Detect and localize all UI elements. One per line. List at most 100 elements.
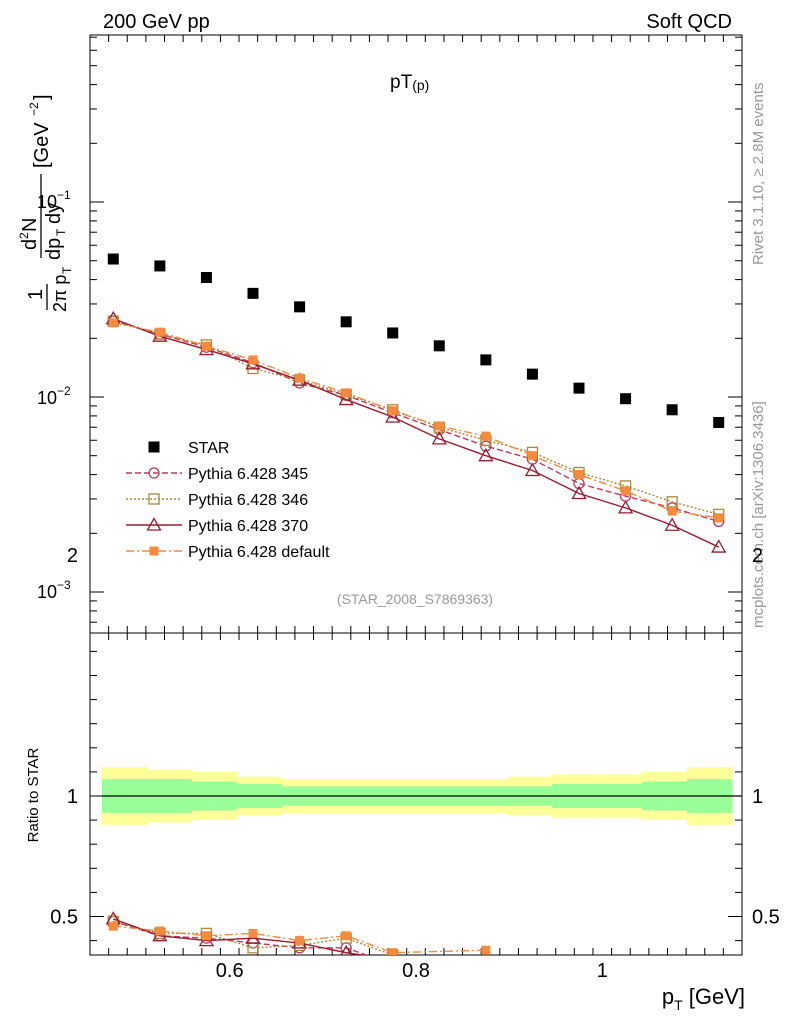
star-point — [620, 393, 632, 405]
ratio-pdef-point — [481, 945, 491, 955]
ratio-pdef-point — [388, 948, 398, 955]
ratio-pdef-point — [295, 936, 305, 946]
ratio-y-tick-label-right: 2 — [752, 545, 763, 567]
star-point — [387, 327, 399, 339]
p346-line — [113, 320, 719, 516]
svg-text:2: 2 — [17, 232, 31, 239]
ratio-p370-point — [479, 958, 492, 970]
ratio-p345-point — [388, 960, 398, 970]
main-series-group — [105, 253, 727, 553]
plot-title: pT(p) — [390, 72, 429, 93]
pdef-point — [155, 327, 165, 337]
energy-label: 200 GeV pp — [103, 11, 210, 33]
star-point — [154, 260, 166, 272]
svg-text:d: d — [19, 239, 41, 250]
analysis-watermark: (STAR_2008_S7869363) — [337, 591, 493, 607]
ratio-p345-point — [481, 960, 491, 970]
pdef-point — [388, 406, 398, 416]
ratio-y-tick-label-right: 1 — [752, 786, 763, 808]
ratio-pdef-line — [113, 925, 486, 954]
legend-label-p345: Pythia 6.428 345 — [188, 466, 308, 483]
p370-point — [711, 539, 727, 553]
svg-text:−2: −2 — [57, 384, 71, 398]
rivet-version-label: Rivet 3.1.10, ≥ 2.8M events — [750, 83, 767, 266]
p370-point — [338, 391, 354, 406]
pdef-point — [574, 470, 584, 480]
pdef-point — [527, 451, 537, 461]
ratio-y-tick-label: 0.5 — [50, 907, 78, 929]
p345-line — [113, 320, 719, 523]
pdef-point — [295, 373, 305, 383]
star-point — [573, 382, 585, 394]
star-point — [666, 404, 678, 416]
ratio-pdef-point — [248, 928, 258, 938]
ratio-y-axis-title: Ratio to STAR — [25, 747, 42, 842]
svg-text:T: T — [54, 228, 68, 236]
ratio-y-tick-label: 2 — [67, 545, 78, 567]
legend-marker-pdef — [149, 546, 159, 556]
pdef-point — [201, 341, 211, 351]
legend-label-p370: Pythia 6.428 370 — [188, 518, 308, 535]
svg-text:1: 1 — [25, 289, 47, 300]
x-tick-label: 0.6 — [216, 960, 244, 982]
p345-point — [480, 440, 492, 452]
x-tick-label: 1 — [597, 960, 608, 982]
ratio-reference-band — [102, 767, 742, 825]
ratio-y-tick-labels-right: 0.5 1 2 — [752, 545, 780, 929]
star-point — [107, 253, 119, 265]
svg-text:]: ] — [31, 94, 53, 100]
svg-text:10: 10 — [37, 388, 57, 408]
legend-marker-p345 — [148, 467, 160, 479]
svg-text:2π p: 2π p — [50, 275, 70, 312]
y-tick-label-1e-2: 10 −2 — [37, 384, 71, 408]
p370-point — [524, 462, 541, 477]
svg-text:T: T — [60, 266, 74, 274]
p370-point — [385, 409, 401, 423]
legend-label-p346: Pythia 6.428 346 — [188, 492, 308, 509]
legend-marker-p370 — [146, 517, 162, 531]
x-axis-title: pT [GeV] — [662, 984, 745, 1013]
star-point — [480, 354, 492, 366]
x-tick-labels: 0.6 0.8 1 — [216, 960, 608, 982]
svg-text:dy: dy — [43, 203, 65, 224]
legend: STAR Pythia 6.428 345 Pythia 6.428 346 Pyth… — [126, 440, 330, 561]
pdef-point — [667, 506, 677, 516]
ratio-p346-point — [481, 960, 491, 970]
y-tick-label-1e-3: 10 −3 — [37, 578, 71, 602]
category-label: Soft QCD — [646, 11, 732, 33]
ratio-pdef-point — [155, 926, 165, 936]
ratio-pdef-point — [341, 931, 351, 941]
svg-text:10: 10 — [37, 192, 57, 212]
ratio-panel-frame — [89, 632, 743, 956]
ratio-series-group — [105, 911, 492, 970]
p370-point — [478, 447, 494, 462]
p370-point — [571, 485, 587, 500]
p370-point — [431, 431, 447, 445]
svg-text:−1: −1 — [57, 188, 71, 202]
pdef-point — [248, 355, 258, 365]
p370-line — [113, 318, 720, 548]
ratio-y-tick-labels-left: 0.5 1 2 — [50, 545, 78, 929]
ratio-pdef-point — [201, 931, 211, 941]
ratio-p370-point — [340, 944, 352, 955]
p370-point — [617, 500, 634, 514]
pdef-line — [113, 322, 719, 519]
pdef-point — [621, 486, 631, 496]
svg-text:−3: −3 — [57, 578, 71, 592]
ratio-pdef-point — [108, 921, 118, 931]
star-point — [433, 340, 445, 352]
star-point — [526, 368, 538, 380]
svg-text:N: N — [19, 218, 41, 232]
source-label: mcplots.cern.ch [arXiv:1306.3436] — [750, 401, 767, 628]
legend-label-star: STAR — [188, 440, 229, 457]
star-point — [340, 316, 352, 328]
pdef-point — [108, 318, 118, 328]
star-point — [713, 416, 725, 428]
y-tick-label-1e-1: 10 −1 — [37, 188, 71, 212]
main-axis-ticks — [89, 35, 742, 633]
svg-text:[GeV: [GeV — [31, 122, 53, 168]
legend-label-pdef: Pythia 6.428 default — [188, 544, 330, 561]
legend-marker-p346 — [148, 493, 160, 505]
x-tick-label: 0.8 — [402, 960, 430, 982]
